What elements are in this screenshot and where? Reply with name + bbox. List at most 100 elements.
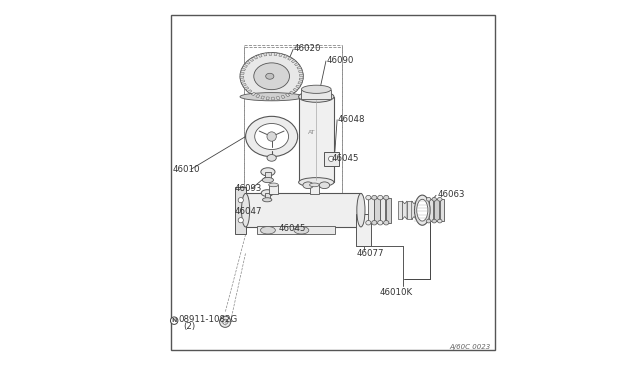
- Ellipse shape: [254, 63, 289, 90]
- Ellipse shape: [294, 227, 309, 234]
- Ellipse shape: [438, 198, 442, 201]
- Bar: [172, 15, 495, 350]
- Ellipse shape: [432, 219, 436, 223]
- Ellipse shape: [417, 199, 428, 221]
- Polygon shape: [412, 201, 417, 219]
- Polygon shape: [252, 92, 255, 96]
- Bar: [310, 185, 319, 194]
- Circle shape: [170, 317, 178, 324]
- Circle shape: [267, 132, 276, 141]
- Bar: [380, 198, 385, 223]
- Bar: [440, 199, 444, 221]
- Ellipse shape: [299, 91, 334, 102]
- Text: 46020: 46020: [294, 44, 321, 53]
- Polygon shape: [397, 201, 403, 219]
- Text: 46093: 46093: [234, 185, 262, 193]
- Polygon shape: [403, 201, 407, 219]
- Polygon shape: [250, 58, 253, 61]
- Ellipse shape: [267, 154, 276, 161]
- Ellipse shape: [261, 190, 273, 196]
- Polygon shape: [271, 97, 275, 100]
- Ellipse shape: [262, 198, 272, 202]
- Polygon shape: [241, 80, 244, 82]
- Ellipse shape: [378, 195, 383, 200]
- Bar: [434, 199, 438, 221]
- Circle shape: [220, 316, 230, 327]
- Ellipse shape: [378, 221, 383, 225]
- Polygon shape: [289, 91, 294, 94]
- Polygon shape: [299, 70, 303, 73]
- Circle shape: [223, 319, 228, 324]
- Bar: [324, 152, 339, 166]
- Bar: [244, 46, 342, 208]
- Ellipse shape: [357, 193, 365, 227]
- Polygon shape: [287, 57, 292, 60]
- Text: 46090: 46090: [326, 56, 354, 65]
- Text: 46045: 46045: [278, 224, 306, 233]
- Ellipse shape: [255, 124, 289, 150]
- Polygon shape: [299, 78, 303, 80]
- Ellipse shape: [299, 178, 334, 187]
- Polygon shape: [284, 55, 287, 58]
- Ellipse shape: [260, 227, 275, 234]
- Circle shape: [238, 198, 243, 203]
- Ellipse shape: [383, 195, 389, 200]
- Polygon shape: [291, 60, 296, 63]
- Ellipse shape: [261, 168, 275, 176]
- Polygon shape: [240, 72, 244, 74]
- Polygon shape: [294, 62, 299, 66]
- Ellipse shape: [319, 182, 330, 189]
- Polygon shape: [300, 74, 303, 76]
- Text: 46010: 46010: [172, 165, 200, 174]
- Polygon shape: [298, 82, 302, 84]
- Text: 46048: 46048: [338, 115, 365, 124]
- Ellipse shape: [365, 221, 371, 225]
- Polygon shape: [281, 95, 285, 99]
- Ellipse shape: [246, 116, 298, 157]
- Ellipse shape: [310, 183, 319, 187]
- Ellipse shape: [241, 193, 250, 227]
- Text: 46010K: 46010K: [380, 288, 413, 296]
- Ellipse shape: [240, 93, 303, 101]
- Bar: [264, 193, 270, 199]
- Ellipse shape: [303, 182, 314, 189]
- Polygon shape: [248, 90, 252, 93]
- Polygon shape: [297, 66, 301, 69]
- Text: 08911-1082G: 08911-1082G: [179, 315, 238, 324]
- Polygon shape: [244, 87, 249, 90]
- Bar: [299, 97, 334, 182]
- Ellipse shape: [301, 85, 331, 93]
- Circle shape: [328, 156, 334, 161]
- Polygon shape: [266, 97, 269, 100]
- Polygon shape: [259, 54, 262, 57]
- Text: 46063: 46063: [437, 190, 465, 199]
- Ellipse shape: [383, 221, 389, 225]
- Polygon shape: [242, 83, 246, 86]
- Bar: [264, 172, 271, 179]
- Polygon shape: [407, 201, 412, 219]
- Bar: [369, 198, 374, 223]
- Bar: [374, 198, 380, 223]
- Polygon shape: [256, 94, 260, 98]
- Polygon shape: [243, 64, 248, 67]
- Ellipse shape: [365, 195, 371, 200]
- Bar: [235, 187, 246, 234]
- Polygon shape: [421, 201, 426, 219]
- Circle shape: [238, 218, 243, 223]
- Polygon shape: [246, 61, 250, 64]
- Text: A/60C 0023: A/60C 0023: [449, 344, 490, 350]
- Polygon shape: [253, 56, 258, 59]
- Bar: [429, 199, 433, 221]
- Polygon shape: [240, 76, 244, 78]
- Polygon shape: [279, 53, 282, 57]
- Bar: [246, 193, 361, 227]
- Text: 46047: 46047: [234, 207, 262, 216]
- Bar: [257, 226, 335, 234]
- Text: N: N: [172, 318, 177, 323]
- Text: (2): (2): [183, 322, 195, 331]
- Ellipse shape: [240, 52, 303, 100]
- Text: 46077: 46077: [356, 249, 384, 258]
- Ellipse shape: [426, 219, 431, 223]
- Bar: [269, 185, 278, 194]
- Ellipse shape: [415, 195, 430, 225]
